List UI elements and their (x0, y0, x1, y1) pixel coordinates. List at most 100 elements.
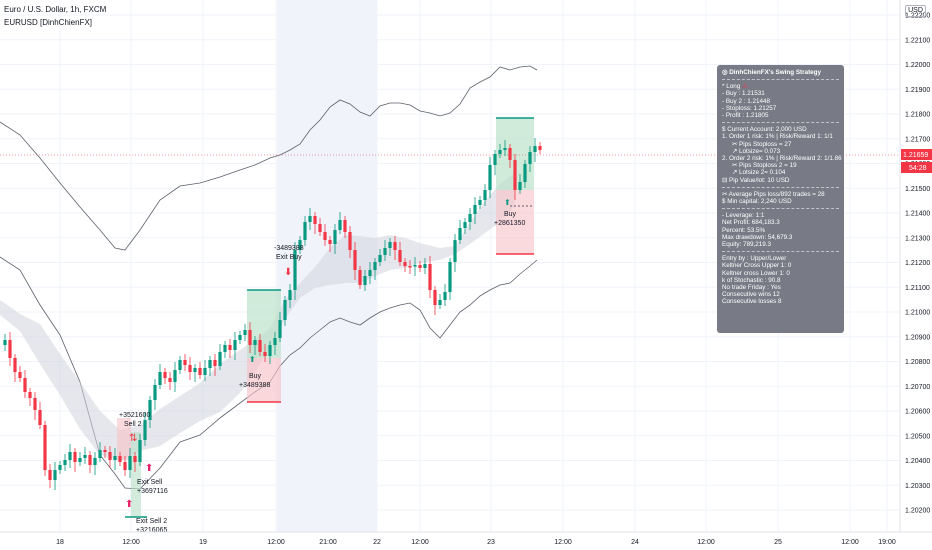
candle-body (43, 425, 47, 470)
candle-body (463, 222, 467, 228)
exit-sell2-arrow-icon: ⬆ (125, 499, 133, 510)
candle-body (33, 398, 37, 410)
candle-body (278, 320, 282, 338)
current-account-row: $ Current Account: 2,000 USD (722, 126, 807, 134)
price-tick-label: 1.20500 (905, 433, 930, 440)
candle-body (108, 452, 112, 460)
exit-buy-label: Exit Buy (276, 254, 302, 261)
candle-body (88, 455, 92, 465)
candle-body (413, 265, 417, 267)
candle-body (203, 368, 207, 375)
divider (722, 79, 839, 81)
candle-body (58, 465, 62, 470)
candle-body (18, 372, 22, 378)
min-capital-row: $ Min capital: 2,240 USD (722, 198, 792, 206)
order2-row: 2. Order 2 risk: 1% | Risk/Reward 2: 1/1… (722, 155, 842, 163)
buy-label: Buy (249, 373, 262, 380)
candle-body (503, 148, 507, 150)
candle-body (473, 205, 477, 214)
candles-group (3, 138, 542, 490)
symbol-title[interactable]: Euro / U.S. Dollar, 1h, FXCM (4, 5, 107, 14)
price-tick-label: 1.22100 (905, 37, 930, 44)
candle-body (223, 345, 227, 352)
exit-sell-value: +3697116 (137, 488, 168, 495)
candle-body (283, 300, 287, 320)
candle-body (123, 462, 127, 470)
currency-button[interactable]: USD (905, 5, 926, 17)
candle-body (308, 216, 312, 222)
long-target-zone (247, 290, 281, 358)
buy-arrow-icon: ⬆ (249, 355, 256, 364)
current-price-value: 1.21659 (903, 152, 928, 159)
trade-labels: -3489388 Exit Buy Buy +3489388 Buy +2861… (119, 211, 525, 534)
candle-body (253, 340, 257, 345)
time-tick-label: 12:00 (122, 539, 140, 546)
candle-body (538, 146, 542, 150)
candle-body (423, 264, 427, 268)
candle-body (498, 150, 502, 154)
long-stop-zone (247, 358, 281, 402)
consecutive-losses-row: Consecutive losses 8 (722, 298, 782, 306)
price-axis[interactable]: 1.222001.221001.220001.219001.218001.217… (905, 13, 930, 515)
stochastic-row: k of Stochastic : 90.8 (722, 276, 781, 284)
buy2-label: Buy (504, 211, 517, 218)
candle-body (393, 242, 397, 250)
price-tick-label: 1.21700 (905, 136, 930, 143)
short-zone (117, 418, 131, 460)
candle-body (378, 255, 382, 262)
candle-body (443, 292, 447, 300)
percent-row: Percent: 53.5% (722, 226, 766, 234)
candle-body (73, 452, 77, 462)
candle-body (323, 232, 327, 240)
countdown-value: 54:28 (909, 165, 927, 172)
long-heading-text: * Long (722, 83, 741, 91)
time-tick-label: 23 (487, 539, 495, 546)
consecutive-wins-row: Consecutive wins 12 (722, 291, 780, 299)
keltner-upper-row: Keltner Cross Upper 1: 0 (722, 262, 792, 270)
indicator-title[interactable]: EURUSD [DinhChienFX] (4, 18, 93, 27)
active-entry-zone (496, 190, 534, 254)
price-tick-label: 1.20800 (905, 359, 930, 366)
candle-body (143, 420, 147, 440)
price-tick-label: 1.21500 (905, 186, 930, 193)
order2-pips-row: ✂ Pips Stoploss 2 = 19 (732, 162, 797, 170)
leverage-row: - Leverage: 1:1 (722, 212, 765, 220)
price-tick-label: 1.21100 (905, 285, 930, 292)
buy-value: +3489388 (239, 382, 270, 389)
candle-body (313, 216, 317, 224)
candle-body (213, 360, 217, 366)
candle-body (153, 385, 157, 400)
order2-lot-row: ↗ Lotsize 2= 0.104 (732, 169, 786, 177)
candle-body (343, 220, 347, 232)
warning-icon: ⚠ (741, 83, 748, 91)
price-tick-label: 1.20400 (905, 458, 930, 465)
info-panel-title: ◎ DinhChienFX's Swing Strategy (722, 69, 839, 76)
candle-body (458, 228, 462, 240)
candle-body (398, 250, 402, 262)
order1-row: 1. Order 1 risk: 1% | Risk/Reward 1: 1/1 (722, 133, 833, 141)
candle-body (428, 264, 432, 290)
candle-body (113, 456, 117, 460)
divider (722, 122, 839, 124)
candle-body (218, 352, 222, 366)
price-tick-label: 1.21800 (905, 112, 930, 119)
exit-sell2-label: Exit Sell 2 (136, 518, 167, 525)
candle-body (128, 456, 132, 470)
entry-by-row: Entry by : Upper/Lower (722, 255, 787, 263)
equity-row: Equity: 789,219.3 (722, 241, 772, 249)
candle-body (518, 182, 522, 190)
order1-pips-row: ✂ Pips Stoploss = 27 (732, 140, 792, 148)
price-tick-label: 1.21300 (905, 235, 930, 242)
short-zone-2 (131, 432, 141, 517)
candle-body (248, 330, 252, 345)
candle-body (133, 456, 137, 462)
candle-body (273, 338, 277, 345)
candle-body (353, 250, 357, 270)
price-tick-label: 1.21900 (905, 87, 930, 94)
exit-sell-label: Exit Sell (137, 479, 163, 486)
candle-body (168, 378, 172, 382)
time-axis[interactable]: 18 12:00 19 12:00 21:00 22 12:00 23 12:00 24 12:00… (56, 539, 896, 546)
candle-body (373, 262, 377, 270)
